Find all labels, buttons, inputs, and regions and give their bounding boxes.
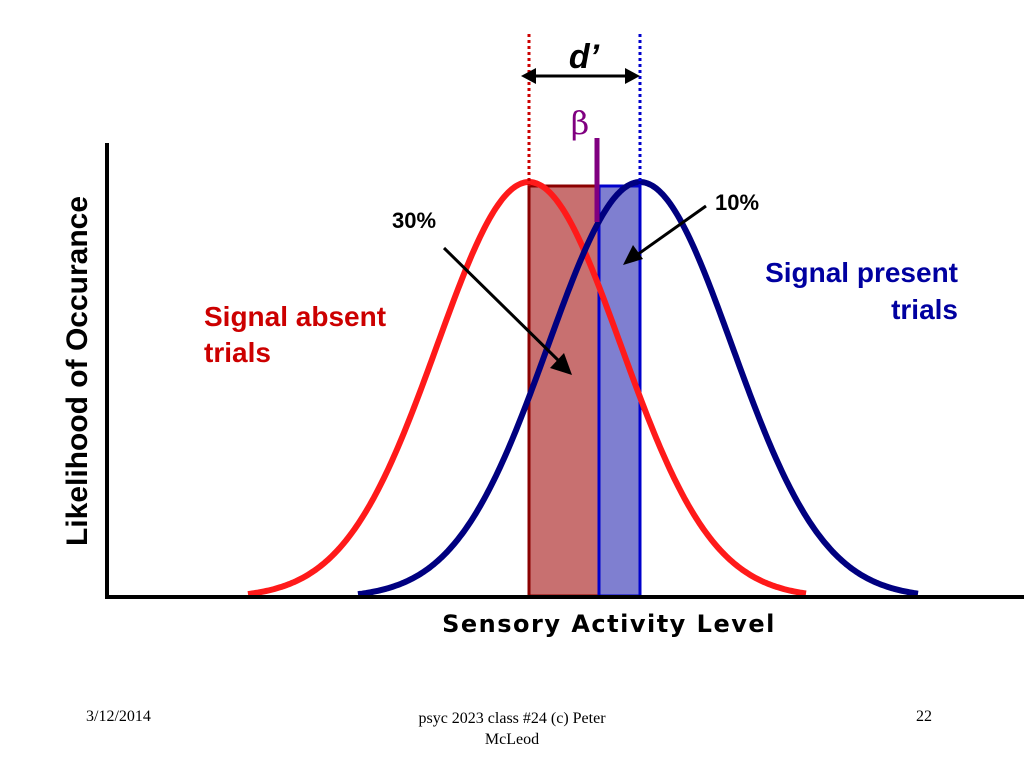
d-prime-arrowhead-right <box>625 68 640 84</box>
signal-present-label-line1: Signal present <box>765 257 958 288</box>
footer-title: psyc 2023 class #24 (c) Peter McLeod <box>362 708 662 750</box>
signal-absent-curve <box>247 179 807 598</box>
pct-present-arrowhead <box>623 245 643 265</box>
signal-absent-label-line2: trials <box>204 337 271 368</box>
footer-date: 3/12/2014 <box>86 708 151 725</box>
pct-present-arrow <box>633 204 707 259</box>
footer-title-line1: psyc 2023 class #24 (c) Peter <box>418 710 606 727</box>
signal-present-curve <box>357 179 919 598</box>
pct-present-label: 10% <box>715 190 759 215</box>
y-axis-label: Likelihood of Occurance <box>61 196 94 546</box>
pct-absent-arrow <box>442 246 564 366</box>
d-prime-label: d’ <box>569 38 600 76</box>
footer-page-number: 22 <box>916 708 932 725</box>
signal-present-label-line2: trials <box>891 294 958 325</box>
pct-absent-label: 30% <box>392 208 436 233</box>
signal-absent-label-line1: Signal absent <box>204 301 386 332</box>
beta-label: β <box>571 104 590 142</box>
x-axis-label: Sensory Activity Level <box>442 610 776 638</box>
footer-title-line2: McLeod <box>484 731 540 748</box>
pct-absent-arrowhead <box>550 353 572 375</box>
d-prime-arrowhead-left <box>521 68 536 84</box>
